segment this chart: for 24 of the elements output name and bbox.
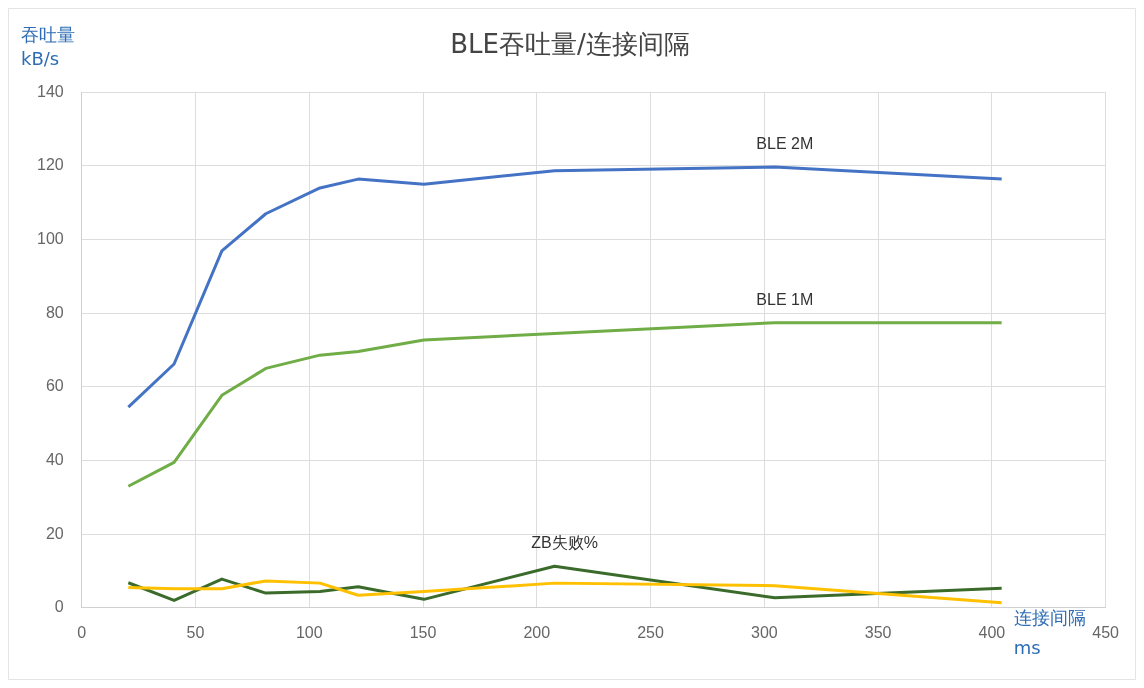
x-tick-label: 150 [409, 623, 437, 641]
x-tick-label: 350 [864, 623, 892, 641]
y-tick-label: 80 [45, 303, 64, 321]
x-tick-label: 450 [1092, 623, 1120, 641]
chart-title: BLE吞吐量/连接间隔 [450, 29, 690, 60]
x-tick-label: 300 [750, 623, 778, 641]
y-tick-label: 120 [36, 156, 64, 174]
y-tick-label: 140 [36, 82, 64, 100]
series-label: BLE 1M [756, 290, 814, 308]
y-tick-label: 20 [45, 524, 64, 542]
y-axis-title: 吞吐量 kB/s [21, 24, 75, 69]
y-tick-label: 60 [45, 377, 64, 395]
y-tick-label: 100 [36, 229, 64, 247]
x-tick-label: 100 [295, 623, 323, 641]
x-axis-title: 连接间隔 ms [1013, 607, 1086, 659]
series-label: ZB失败% [531, 534, 598, 552]
x-tick-label: 200 [523, 623, 551, 641]
y-tick-label: 0 [54, 598, 64, 616]
x-tick-label: 0 [77, 623, 87, 641]
x-tick-label: 400 [978, 623, 1006, 641]
y-tick-label: 40 [45, 450, 64, 468]
series-label: BLE 2M [756, 134, 814, 152]
x-tick-label: 250 [637, 623, 665, 641]
x-tick-label: 50 [186, 623, 205, 641]
